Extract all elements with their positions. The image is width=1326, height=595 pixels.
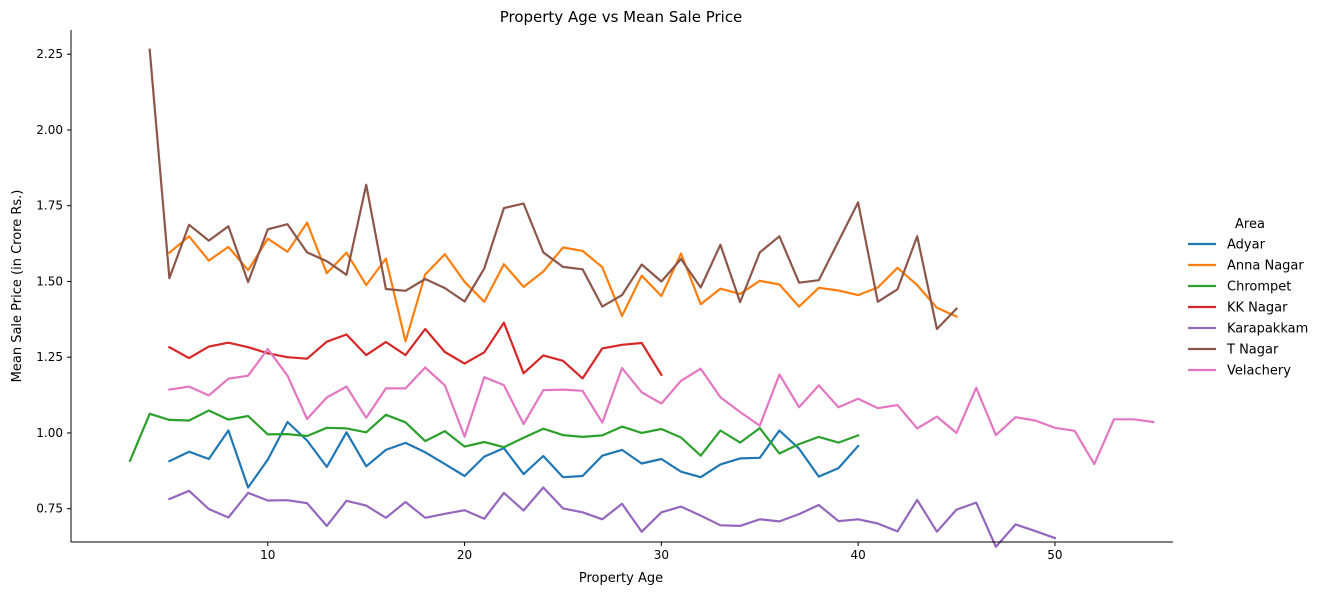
y-tick-label: 1.00	[36, 426, 63, 440]
legend-label-anna-nagar: Anna Nagar	[1227, 259, 1304, 274]
legend-label-karapakkam: Karapakkam	[1227, 322, 1308, 337]
y-axis-label: Mean Sale Price (in Crore Rs.)	[10, 190, 25, 383]
plot-area	[128, 48, 1155, 548]
series-line-adyar	[167, 420, 860, 489]
x-axis-ticks: 10 20 30 40 50	[260, 542, 1063, 562]
x-tick-label: 40	[851, 548, 866, 562]
series-line-kk-nagar	[167, 321, 663, 380]
legend-label-kk-nagar: KK Nagar	[1227, 301, 1288, 316]
legend-label-t-nagar: T Nagar	[1226, 343, 1279, 358]
legend: Area Adyar Anna Nagar Chrompet KK Nagar Kara…	[1188, 217, 1308, 379]
x-tick-label: 10	[260, 548, 275, 562]
x-axis-label: Property Age	[579, 571, 663, 586]
legend-title: Area	[1235, 217, 1265, 232]
series-line-velachery	[168, 347, 1155, 466]
y-tick-label: 1.75	[36, 199, 63, 213]
legend-label-velachery: Velachery	[1227, 364, 1291, 379]
y-tick-label: 2.25	[36, 47, 63, 61]
series-line-anna-nagar	[167, 221, 958, 343]
x-tick-label: 20	[457, 548, 472, 562]
chart-title: Property Age vs Mean Sale Price	[500, 8, 743, 26]
x-tick-label: 50	[1047, 548, 1062, 562]
y-tick-label: 1.25	[36, 350, 63, 364]
y-tick-label: 2.00	[36, 123, 63, 137]
series-line-karapakkam	[167, 486, 1057, 548]
x-tick-label: 30	[654, 548, 669, 562]
legend-label-adyar: Adyar	[1227, 238, 1266, 253]
y-tick-label: 0.75	[36, 502, 63, 516]
legend-label-chrompet: Chrompet	[1227, 280, 1291, 295]
y-tick-label: 1.50	[36, 274, 63, 288]
series-line-chrompet	[128, 409, 860, 463]
y-axis-ticks: 0.75 1.00 1.25 1.50 1.75 2.00 2.25	[36, 47, 71, 516]
series-line-t-nagar	[148, 48, 959, 331]
